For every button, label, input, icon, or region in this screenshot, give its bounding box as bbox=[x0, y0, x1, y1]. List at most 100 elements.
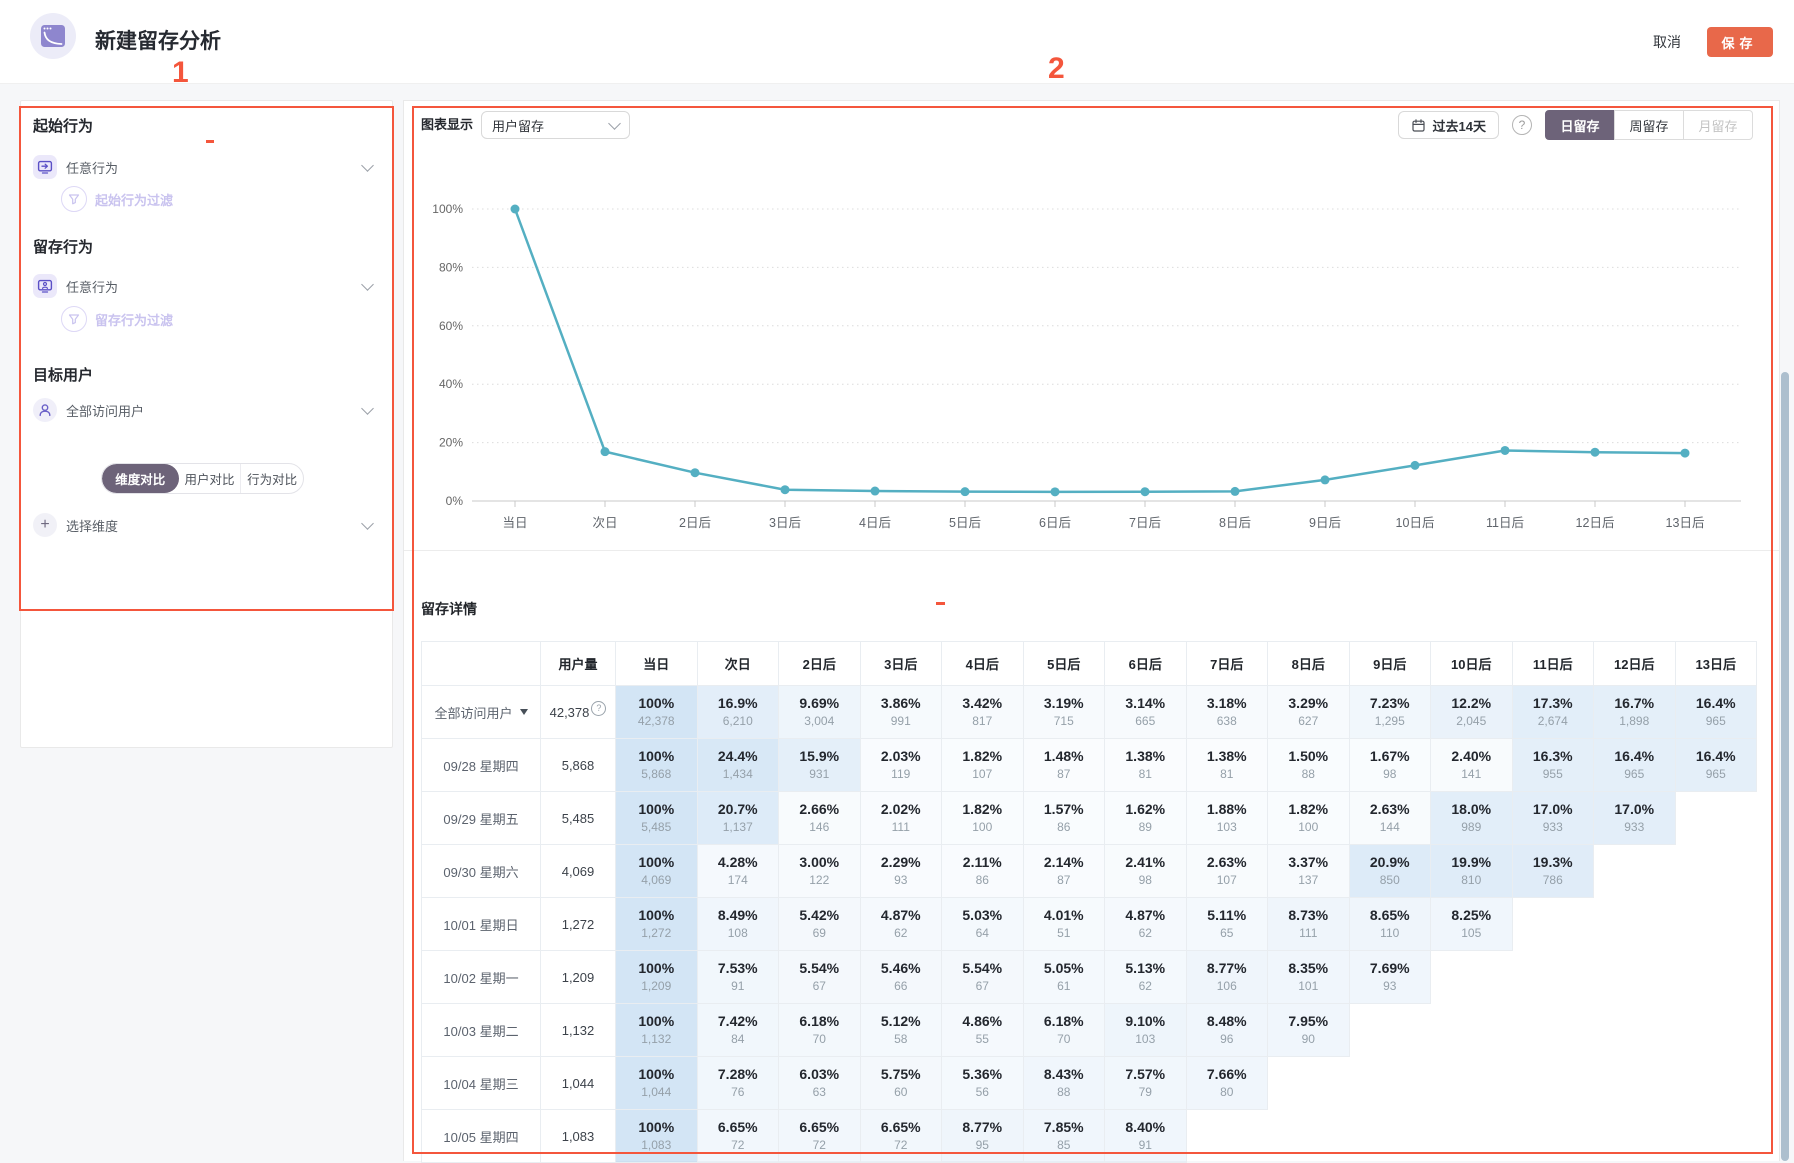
save-button[interactable]: 保存 bbox=[1707, 27, 1773, 57]
empty-cell bbox=[1268, 1110, 1350, 1163]
retention-cell: 8.43% 88 bbox=[1023, 1057, 1105, 1110]
retention-detail-title: 留存详情 bbox=[421, 601, 477, 617]
cancel-button[interactable]: 取消 bbox=[1653, 34, 1681, 50]
retention-percent: 3.19% bbox=[1043, 695, 1084, 711]
retention-percent: 2.63% bbox=[1206, 854, 1247, 870]
granularity-tab[interactable]: 日留存 bbox=[1545, 110, 1615, 140]
retention-count: 62 bbox=[894, 926, 908, 940]
user-icon bbox=[33, 398, 57, 422]
retention-cell: 8.48% 96 bbox=[1186, 1004, 1268, 1057]
cohort-label: 09/30 星期六 bbox=[421, 845, 541, 898]
retention-count: 108 bbox=[727, 926, 748, 940]
retention-cell: 7.57% 79 bbox=[1105, 1057, 1187, 1110]
target-user-selector[interactable]: 全部访问用户 bbox=[33, 396, 378, 424]
table-row: 10/04 星期三 1,044 100% 1,044 7.28% 76 6.03% 63 5.7… bbox=[421, 1057, 1757, 1110]
retention-percent: 8.35% bbox=[1288, 960, 1329, 976]
retention-cell: 12.2% 2,045 bbox=[1431, 686, 1513, 739]
vertical-scrollbar[interactable] bbox=[1781, 372, 1789, 1161]
compare-tab[interactable]: 维度对比 bbox=[102, 464, 179, 493]
retention-cell: 8.25% 105 bbox=[1431, 898, 1513, 951]
retention-count: 106 bbox=[1216, 979, 1237, 993]
cohort-label: 10/02 星期一 bbox=[421, 951, 541, 1004]
column-header: 7日后 bbox=[1186, 641, 1268, 686]
retention-cell: 2.63% 107 bbox=[1186, 845, 1268, 898]
compare-tab[interactable]: 用户对比 bbox=[184, 473, 235, 487]
granularity-tab[interactable]: 周留存 bbox=[1614, 110, 1684, 140]
retention-cell: 3.86% 991 bbox=[860, 686, 942, 739]
retention-cell: 6.18% 70 bbox=[1023, 1004, 1105, 1057]
retention-percent: 5.36% bbox=[962, 1066, 1003, 1082]
retention-cell: 2.66% 146 bbox=[779, 792, 861, 845]
retention-cell: 16.7% 1,898 bbox=[1594, 686, 1676, 739]
table-row: 09/30 星期六 4,069 100% 4,069 4.28% 174 3.00% 122 2… bbox=[421, 845, 1757, 898]
retention-percent: 20.9% bbox=[1369, 854, 1410, 870]
retention-count: 80 bbox=[1220, 1085, 1234, 1099]
column-header: 12日后 bbox=[1594, 641, 1676, 686]
empty-cell bbox=[1594, 898, 1676, 951]
retention-count: 88 bbox=[1301, 767, 1315, 781]
retention-count: 850 bbox=[1379, 873, 1400, 887]
svg-text:12日后: 12日后 bbox=[1576, 516, 1615, 530]
retention-percent: 19.9% bbox=[1451, 854, 1492, 870]
svg-text:11日后: 11日后 bbox=[1486, 516, 1524, 530]
retention-count: 42,378 bbox=[637, 714, 675, 728]
column-header: 5日后 bbox=[1023, 641, 1105, 686]
retention-cell: 8.77% 95 bbox=[942, 1110, 1024, 1163]
retention-cell: 7.95% 90 bbox=[1268, 1004, 1350, 1057]
help-icon[interactable]: ? bbox=[1512, 115, 1532, 135]
retention-percent: 1.82% bbox=[1288, 801, 1329, 817]
retention-count: 88 bbox=[1057, 1085, 1071, 1099]
retention-cell: 4.01% 51 bbox=[1023, 898, 1105, 951]
svg-text:当日: 当日 bbox=[502, 516, 527, 530]
cohort-label: 10/03 星期二 bbox=[421, 1004, 541, 1057]
retention-count: 786 bbox=[1542, 873, 1563, 887]
retention-count: 72 bbox=[894, 1138, 908, 1152]
retention-app-icon bbox=[30, 13, 76, 59]
svg-text:4日后: 4日后 bbox=[859, 516, 891, 530]
compare-tab[interactable]: 行为对比 bbox=[240, 464, 303, 493]
retention-count: 105 bbox=[1461, 926, 1482, 940]
retention-percent: 7.57% bbox=[1125, 1066, 1166, 1082]
svg-text:7日后: 7日后 bbox=[1129, 516, 1161, 530]
column-header: 用户量 bbox=[541, 641, 616, 686]
select-dimension-button[interactable]: + 选择维度 bbox=[33, 511, 378, 539]
start-filter-button[interactable]: 起始行为过滤 bbox=[61, 185, 378, 213]
retention-cell: 6.65% 72 bbox=[860, 1110, 942, 1163]
target-user-title: 目标用户 bbox=[33, 367, 94, 384]
retention-cell: 5.11% 65 bbox=[1186, 898, 1268, 951]
target-user-value: 全部访问用户 bbox=[66, 403, 145, 419]
retention-cell: 5.54% 67 bbox=[779, 951, 861, 1004]
retention-line-chart: 0% 20% 40% 60% 80% 100% 当日 次日 2日后 3日后 4日后 5日后 6日后 7日后… bbox=[432, 202, 1741, 530]
users-count: 5,868 bbox=[541, 739, 616, 792]
retention-cell: 3.00% 122 bbox=[779, 845, 861, 898]
start-event-icon bbox=[33, 155, 57, 179]
chevron-down-icon bbox=[361, 516, 374, 530]
column-header: 3日后 bbox=[860, 641, 942, 686]
retention-count: 141 bbox=[1461, 767, 1482, 781]
users-count: 5,485 bbox=[541, 792, 616, 845]
retention-count: 58 bbox=[894, 1032, 908, 1046]
retain-filter-button[interactable]: 留存行为过滤 bbox=[61, 305, 378, 333]
svg-text:10日后: 10日后 bbox=[1396, 516, 1435, 530]
dropdown-triangle-icon bbox=[519, 709, 528, 715]
retention-cell: 100% 5,868 bbox=[616, 739, 698, 792]
chart-display-select[interactable]: 用户留存 bbox=[481, 111, 630, 139]
date-range-button[interactable]: 过去14天 bbox=[1397, 111, 1499, 139]
retention-percent: 2.41% bbox=[1125, 854, 1166, 870]
retention-percent: 18.0% bbox=[1451, 801, 1492, 817]
help-icon: ? bbox=[591, 700, 607, 716]
retain-event-selector[interactable]: 任意行为 bbox=[33, 272, 378, 300]
retention-cell: 1.82% 100 bbox=[942, 792, 1024, 845]
retention-cell: 5.13% 62 bbox=[1105, 951, 1187, 1004]
retention-percent: 100% bbox=[638, 695, 675, 711]
retention-cell: 3.37% 137 bbox=[1268, 845, 1350, 898]
cohort-label[interactable]: 全部访问用户 bbox=[421, 686, 541, 739]
retention-percent: 8.49% bbox=[717, 907, 758, 923]
empty-cell bbox=[1594, 1004, 1676, 1057]
retention-count: 144 bbox=[1379, 820, 1400, 834]
retention-cell: 8.65% 110 bbox=[1349, 898, 1431, 951]
retention-count: 2,045 bbox=[1456, 714, 1487, 728]
start-event-selector[interactable]: 任意行为 bbox=[33, 153, 378, 181]
retention-count: 137 bbox=[1298, 873, 1319, 887]
